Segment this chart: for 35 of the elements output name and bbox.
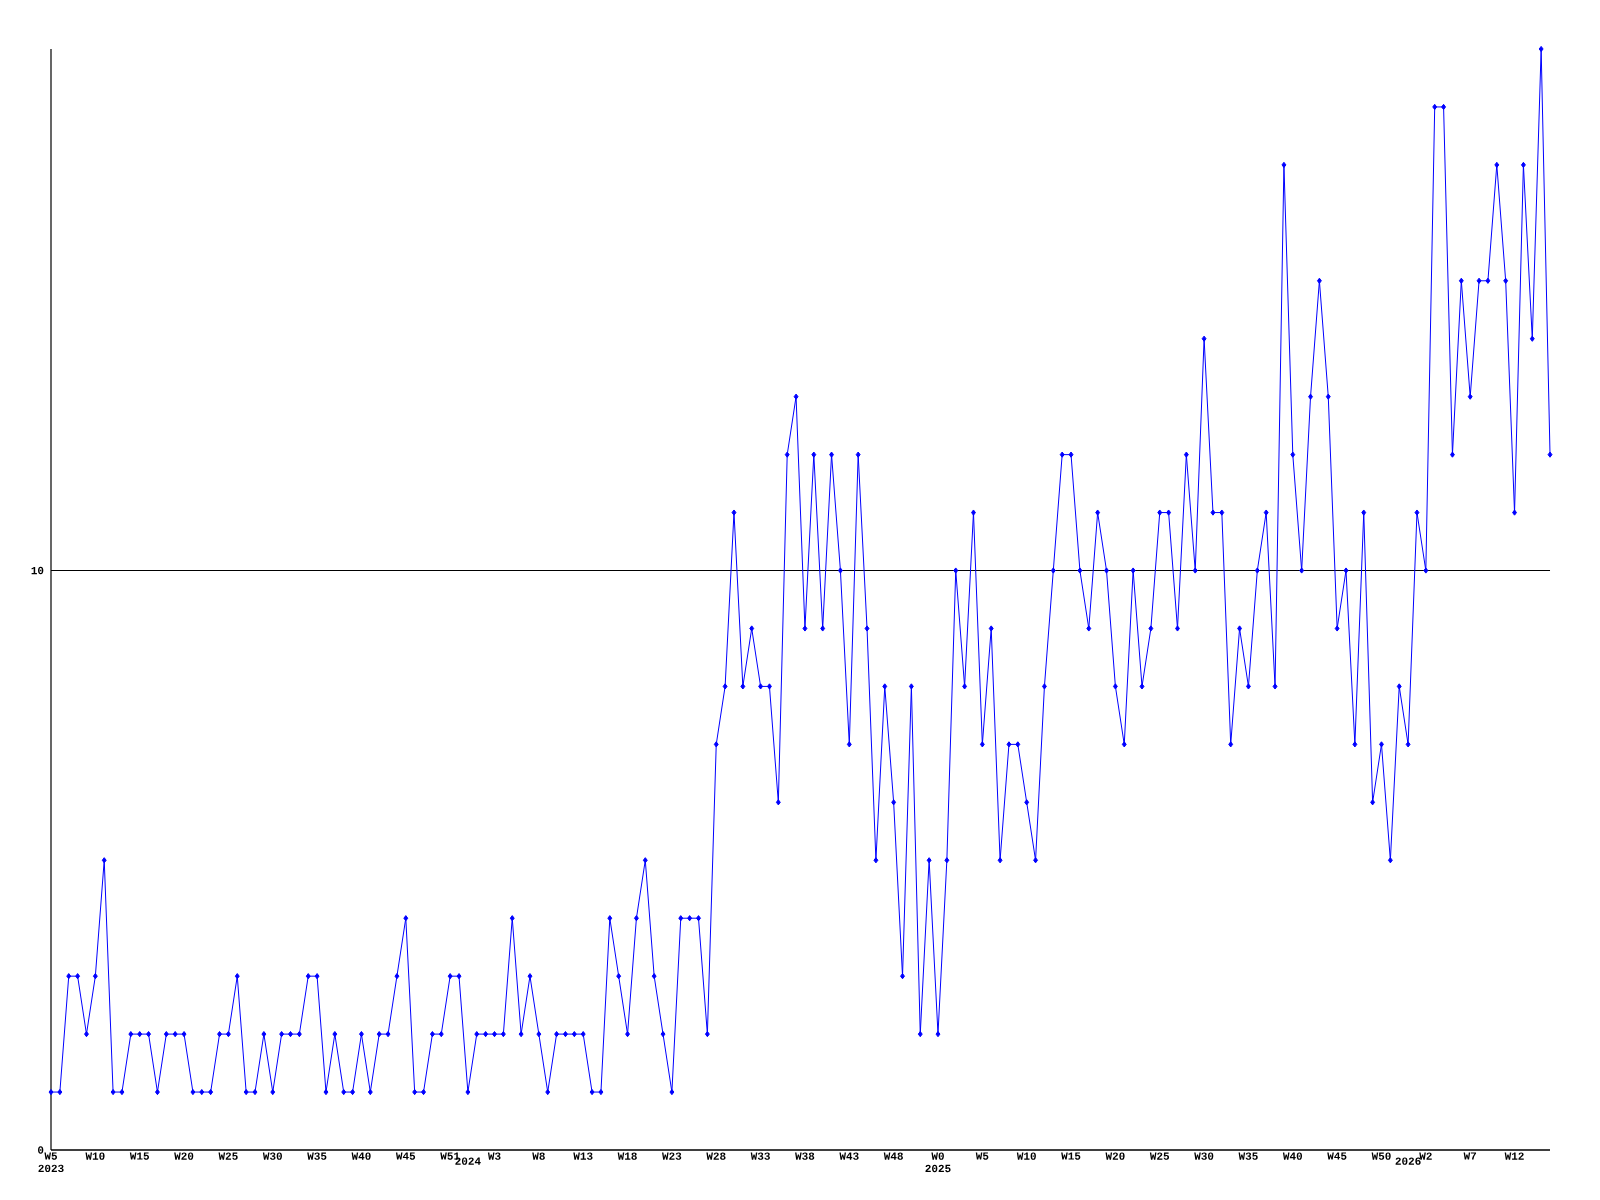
x-tick-label: W43: [839, 1152, 859, 1160]
x-tick-label: W45: [1327, 1152, 1347, 1160]
x-tick-label: W15: [1061, 1152, 1081, 1160]
x-tick-label: W0 2025: [925, 1152, 951, 1173]
x-tick-label: W45: [395, 1152, 416, 1160]
x-tick-label: W25: [1149, 1152, 1170, 1160]
x-tick-label: W18: [617, 1152, 637, 1160]
x-tick-label: W33: [750, 1152, 770, 1160]
x-tick-label: W35: [1238, 1152, 1258, 1160]
y-tick-label: 0: [38, 1146, 44, 1154]
x-tick-label: W15: [129, 1152, 149, 1160]
x-tick-label: W40: [351, 1152, 371, 1160]
x-tick-label: W20: [174, 1152, 194, 1160]
x-tick-label: W13: [573, 1152, 593, 1160]
x-tick-label: W23: [662, 1152, 682, 1160]
x-tick-label: 2026: [1395, 1157, 1421, 1165]
x-tick-label: W35: [307, 1152, 327, 1160]
x-tick-label: W7: [1463, 1152, 1477, 1160]
x-tick-label: W5: [975, 1152, 989, 1160]
x-tick-label: W30: [262, 1152, 282, 1160]
x-tick-label: W8: [532, 1152, 545, 1160]
x-tick-label: W3: [487, 1152, 501, 1160]
x-tick-label: W10: [85, 1152, 105, 1160]
x-tick-label: W48: [883, 1152, 903, 1160]
x-tick-label: W28: [706, 1152, 726, 1160]
x-tick-label: W20: [1105, 1152, 1125, 1160]
y-tick-label: 10: [31, 566, 44, 575]
x-tick-label: W2: [1419, 1152, 1432, 1160]
x-tick-label: W25: [218, 1152, 238, 1160]
x-tick-label: W12: [1504, 1152, 1524, 1160]
x-tick-label: W38: [795, 1152, 815, 1160]
x-tick-label: W30: [1194, 1152, 1214, 1160]
x-tick-label: W40: [1282, 1152, 1303, 1160]
x-tick-label: W10: [1016, 1152, 1036, 1160]
x-tick-label: W50: [1371, 1152, 1391, 1160]
